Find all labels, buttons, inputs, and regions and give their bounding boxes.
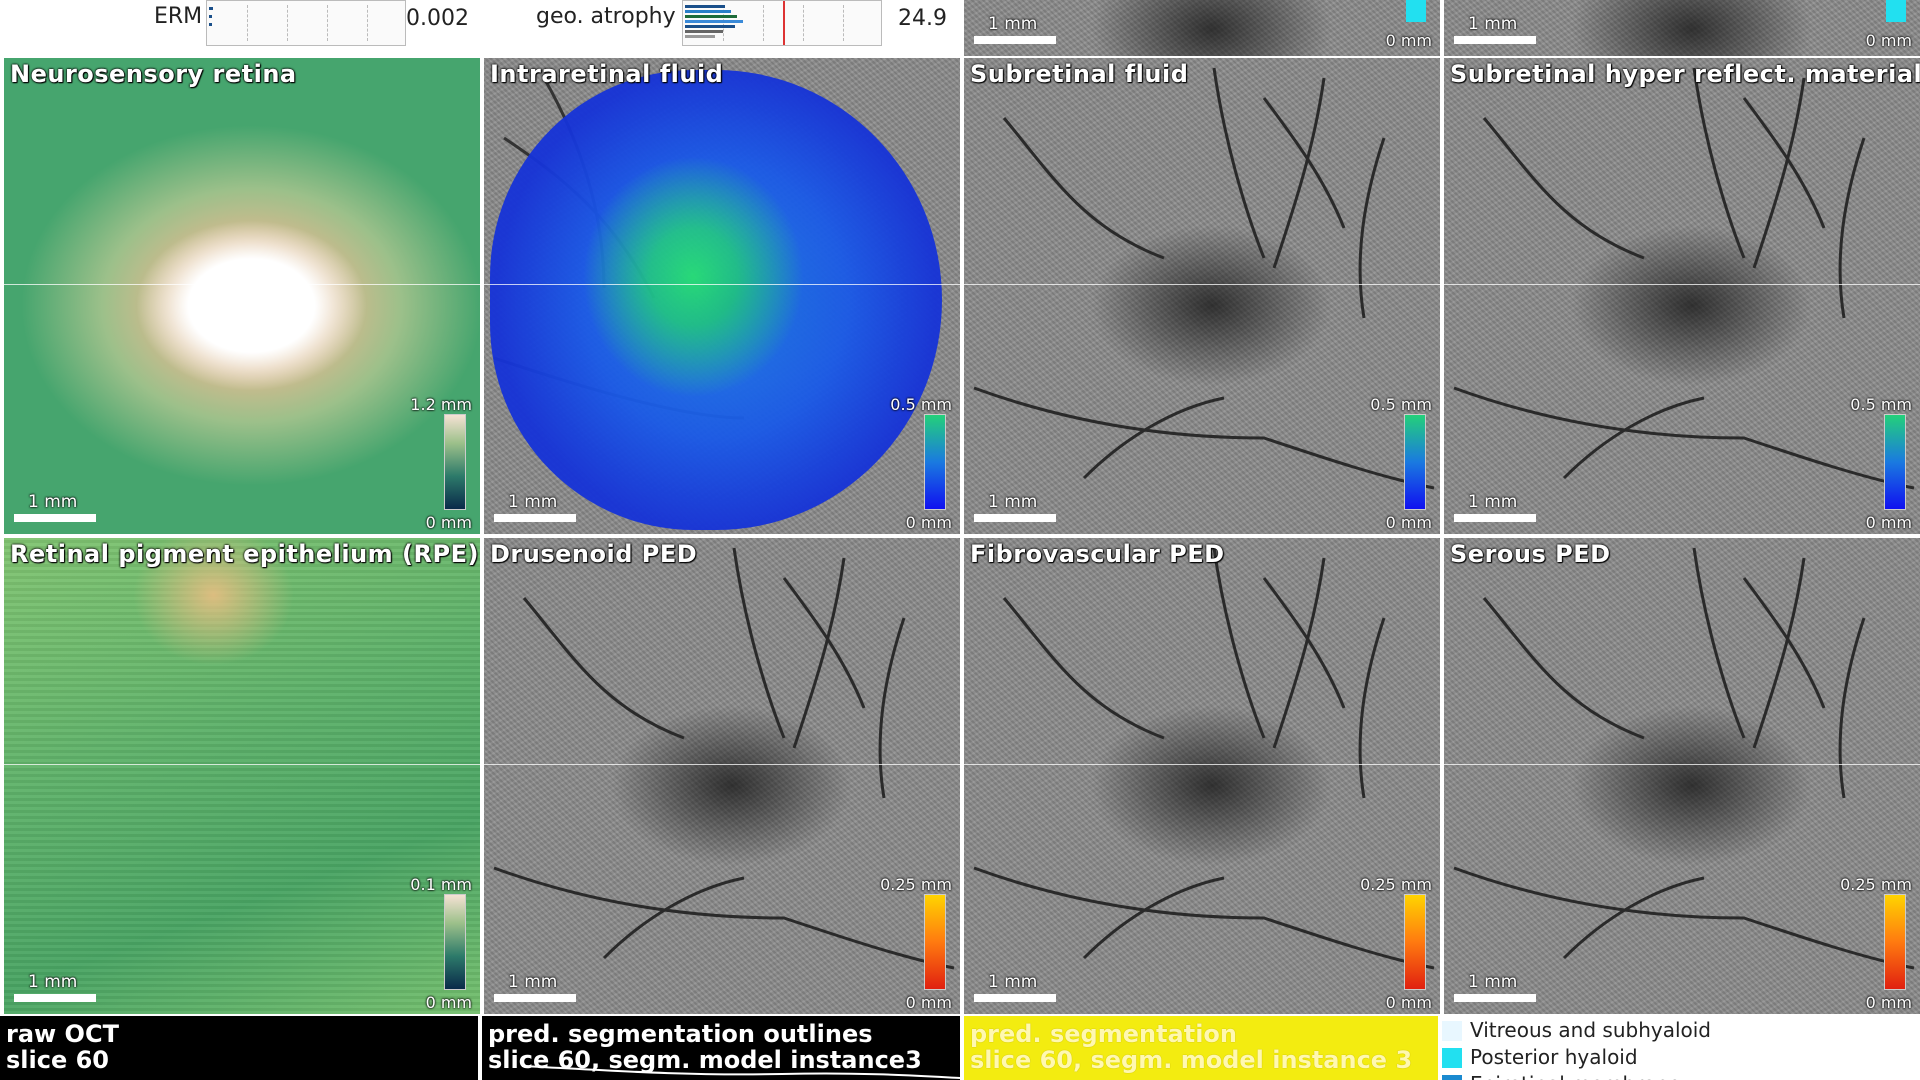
- legend-label: Posterior hyaloid: [1470, 1045, 1638, 1069]
- panel-title: Intraretinal fluid: [490, 60, 724, 88]
- colorbar: [924, 894, 946, 990]
- threshold-line: [783, 1, 785, 45]
- panel-subretinal-fluid: Subretinal fluid 0.5 mm 0 mm 1 mm: [964, 58, 1440, 534]
- panel-fibrovascular-ped: Fibrovascular PED 0.25 mm 0 mm 1 mm: [964, 538, 1440, 1014]
- raw-oct-slice: slice 60: [6, 1046, 109, 1074]
- legend-swatch: [1442, 1075, 1462, 1080]
- scale-bar: 1 mm: [1454, 972, 1536, 1002]
- panel-title: Drusenoid PED: [490, 540, 698, 568]
- colorbar-min-label: 0 mm: [425, 513, 472, 532]
- colorbar-min-label: 0 mm: [1865, 993, 1912, 1012]
- scale-bar: 1 mm: [14, 972, 96, 1002]
- pred-title: pred. segmentation: [970, 1020, 1237, 1048]
- colorbar-max-label: 0.25 mm: [880, 875, 952, 894]
- colorbar: [1884, 414, 1906, 510]
- erm-plot: [206, 0, 406, 46]
- panel-neurosensory-retina: Neurosensory retina 1.2 mm 0 mm 1 mm: [4, 58, 480, 534]
- scale-bar: 1 mm: [494, 972, 576, 1002]
- metrics-strip: ERM 0.002 geo. atrophy 24.9 1 m: [0, 0, 1920, 56]
- geo-atrophy-value: 24.9: [898, 6, 947, 31]
- outline-trace: [521, 1065, 960, 1079]
- colorbar-max-label: 0.25 mm: [1840, 875, 1912, 894]
- colorbar: [1404, 414, 1426, 510]
- panel-retinal-pigment-epithelium: Retinal pigment epithelium (RPE) 0.1 mm …: [4, 538, 480, 1014]
- legend-label: Vitreous and subhyaloid: [1470, 1018, 1712, 1042]
- geo-atrophy-label: geo. atrophy: [536, 4, 676, 29]
- colorbar-min-label: 0 mm: [1865, 31, 1912, 50]
- panel-drusenoid-ped: Drusenoid PED 0.25 mm 0 mm 1 mm: [484, 538, 960, 1014]
- geo-atrophy-metric: geo. atrophy 24.9: [530, 0, 950, 46]
- segmentation-outlines-panel: pred. segmentation outlines slice 60, se…: [482, 1016, 960, 1080]
- colorbar-min-label: 0 mm: [425, 993, 472, 1012]
- colorbar: [924, 414, 946, 510]
- vessel-pattern: [493, 547, 955, 970]
- legend-label: Epiretinal membrane: [1470, 1072, 1681, 1080]
- scale-bar: 1 mm: [974, 972, 1056, 1002]
- colorbar-min-label: 0 mm: [1385, 31, 1432, 50]
- vessel-pattern: [973, 547, 1435, 970]
- colorbar-max-label: 0.25 mm: [1360, 875, 1432, 894]
- scale-bar: 1 mm: [974, 492, 1056, 522]
- colorbar-max-label: 0.1 mm: [410, 875, 472, 894]
- panel-intraretinal-fluid: Intraretinal fluid 0.5 mm 0 mm 1 mm: [484, 58, 960, 534]
- scale-bar: 1 mm: [14, 492, 96, 522]
- colorbar: [1404, 894, 1426, 990]
- top-stub-panel-2: 1 mm 0 mm: [1444, 0, 1920, 56]
- colorbar-max-label: 0.5 mm: [1850, 395, 1912, 414]
- outlines-slice: slice 60, segm. model instance3: [488, 1046, 922, 1074]
- raw-oct-panel: raw OCT slice 60: [0, 1016, 478, 1080]
- vessel-pattern: [1453, 67, 1915, 490]
- outlines-title: pred. segmentation outlines: [488, 1020, 873, 1048]
- colorbar: [1884, 894, 1906, 990]
- panel-title: Retinal pigment epithelium (RPE): [10, 540, 479, 568]
- panel-serous-ped: Serous PED 0.25 mm 0 mm 1 mm: [1444, 538, 1920, 1014]
- segmentation-legend: Vitreous and subhyaloid Posterior hyaloi…: [1440, 1016, 1920, 1080]
- colorbar-max-label: 1.2 mm: [410, 395, 472, 414]
- colorbar-max-label: 0.5 mm: [1370, 395, 1432, 414]
- vessel-pattern: [973, 67, 1435, 490]
- top-stub-panel-1: 1 mm 0 mm: [964, 0, 1440, 56]
- panel-title: Subretinal fluid: [970, 60, 1189, 88]
- colorbar-min-label: 0 mm: [1385, 993, 1432, 1012]
- panel-subretinal-hyper-reflective-material: Subretinal hyper reflect. material 0.5 m…: [1444, 58, 1920, 534]
- panel-title: Neurosensory retina: [10, 60, 297, 88]
- panel-title: Subretinal hyper reflect. material: [1450, 60, 1920, 88]
- raw-oct-title: raw OCT: [6, 1020, 119, 1048]
- colorbar-min-label: 0 mm: [905, 513, 952, 532]
- vessel-pattern: [1453, 547, 1915, 970]
- scale-bar: 1 mm: [974, 14, 1056, 44]
- colorbar-max-label: 0.5 mm: [890, 395, 952, 414]
- erm-label: ERM: [154, 4, 203, 29]
- panel-title: Fibrovascular PED: [970, 540, 1225, 568]
- legend-swatch: [1442, 1021, 1462, 1041]
- scale-bar: 1 mm: [1454, 14, 1536, 44]
- colorbar-min-label: 0 mm: [905, 993, 952, 1012]
- predicted-segmentation-panel: pred. segmentation slice 60, segm. model…: [964, 1016, 1438, 1080]
- legend-swatch: [1442, 1048, 1462, 1068]
- pred-slice: slice 60, segm. model instance 3: [970, 1046, 1413, 1074]
- colorbar: [444, 414, 466, 510]
- erm-metric: ERM 0.002: [140, 0, 480, 46]
- erm-value: 0.002: [406, 6, 469, 31]
- scale-bar: 1 mm: [494, 492, 576, 522]
- fluid-overlay: [490, 70, 942, 530]
- scale-bar: 1 mm: [1454, 492, 1536, 522]
- colorbar-min-label: 0 mm: [1865, 513, 1912, 532]
- panel-title: Serous PED: [1450, 540, 1611, 568]
- colorbar-min-label: 0 mm: [1385, 513, 1432, 532]
- geo-atrophy-plot: [682, 0, 882, 46]
- colorbar: [444, 894, 466, 990]
